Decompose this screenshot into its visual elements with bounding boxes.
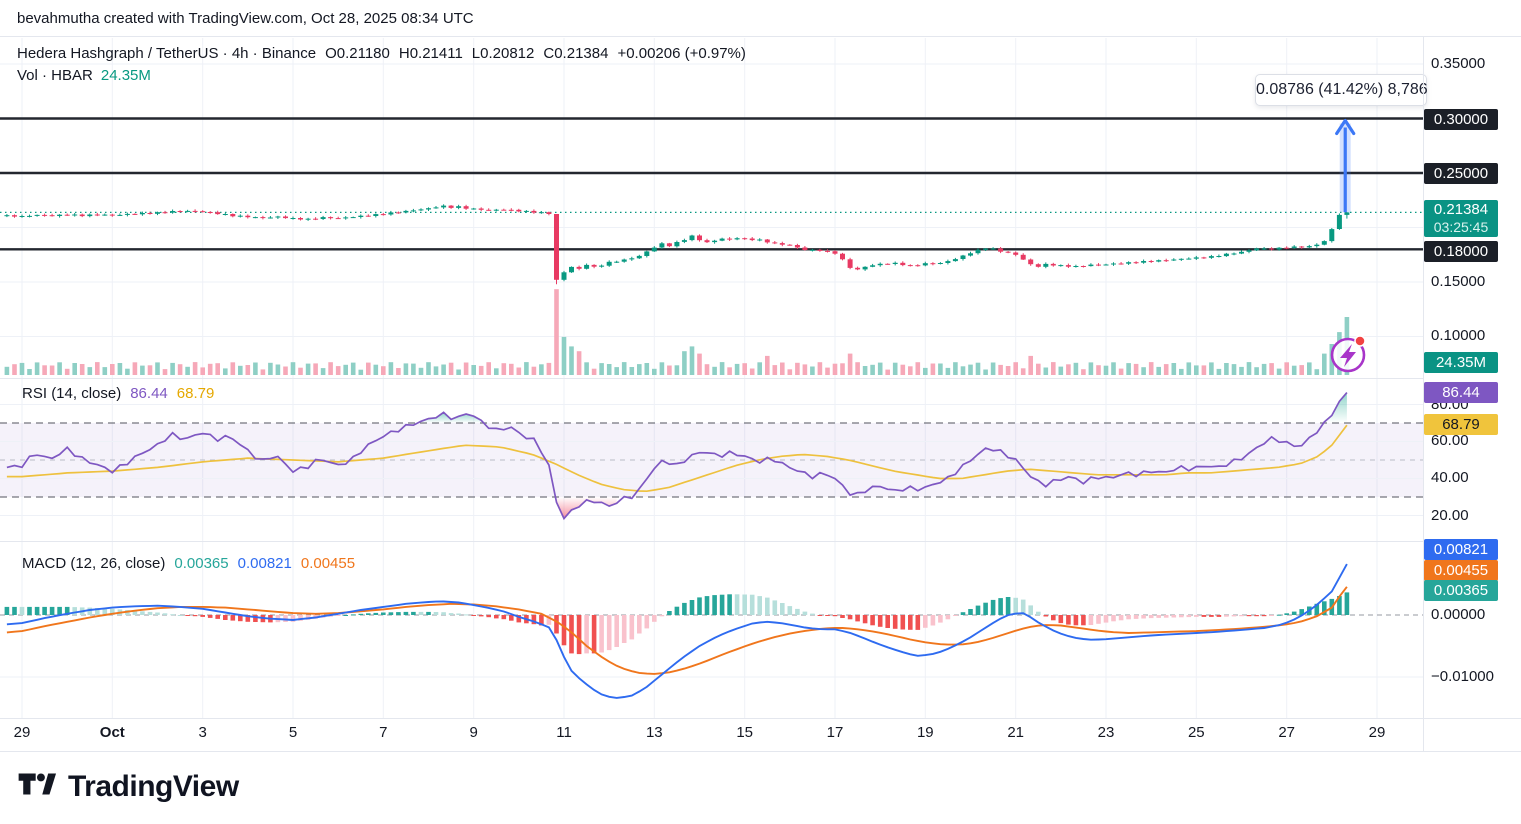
macd-pane-divider[interactable] xyxy=(0,541,1423,542)
time-tick-label: 21 xyxy=(1007,724,1025,741)
tradingview-logo[interactable]: TradingView xyxy=(16,763,239,810)
indicator-value-label[interactable]: 0.00365 xyxy=(1424,579,1498,601)
time-tick-label: 29 xyxy=(1368,724,1386,741)
price-change-callout[interactable]: 0.08786 (41.42%) 8,786 xyxy=(1255,74,1428,106)
axis-label: 0.10000 xyxy=(1431,327,1486,344)
time-tick-label: 5 xyxy=(288,724,298,741)
time-tick-label: 13 xyxy=(645,724,663,741)
macd-name: MACD (12, 26, close) xyxy=(22,555,166,572)
tradingview-logo-text: TradingView xyxy=(68,769,239,803)
ohlc-close: C0.21384 xyxy=(543,45,609,62)
volume-value: 24.35M xyxy=(100,67,151,84)
axis-label: 60.00 xyxy=(1431,432,1469,449)
indicator-value-label[interactable]: 0.00455 xyxy=(1424,559,1498,581)
time-tick-label: 27 xyxy=(1278,724,1296,741)
macd-signal-value: 0.00455 xyxy=(300,555,356,572)
rsi-ma-value: 68.79 xyxy=(176,385,215,402)
time-tick-label: 29 xyxy=(13,724,31,741)
symbol-title: Hedera Hashgraph / TetherUS · 4h · Binan… xyxy=(17,45,317,62)
rsi-name: RSI (14, close) xyxy=(22,385,122,402)
flash-icon[interactable] xyxy=(1330,335,1366,373)
indicator-value-label[interactable]: 0.00821 xyxy=(1424,538,1498,560)
ohlc-high: H0.21411 xyxy=(398,45,463,62)
time-tick-label: 19 xyxy=(916,724,934,741)
time-tick-label: Oct xyxy=(99,724,125,741)
bar-countdown: 03:25:45 xyxy=(1433,219,1489,235)
current-price-label[interactable]: 0.21384 03:25:45 xyxy=(1424,200,1498,237)
tradingview-logo-icon xyxy=(16,763,58,810)
volume-legend-row[interactable]: Vol · HBAR 24.35M xyxy=(17,67,151,84)
axis-label: 0.00000 xyxy=(1431,606,1486,623)
axis-label: −0.01000 xyxy=(1431,668,1494,685)
axis-label: 40.00 xyxy=(1431,469,1469,486)
rsi-value: 86.44 xyxy=(130,385,168,402)
time-tick-label: 23 xyxy=(1097,724,1115,741)
indicator-value-label[interactable]: 86.44 xyxy=(1424,381,1498,403)
drawn-line-price-label[interactable]: 0.18000 xyxy=(1424,240,1498,262)
current-price-value: 0.21384 xyxy=(1433,201,1489,218)
rsi-legend-row[interactable]: RSI (14, close) 86.44 68.79 xyxy=(22,385,214,402)
axis-label: 0.35000 xyxy=(1431,55,1486,72)
indicator-value-label[interactable]: 68.79 xyxy=(1424,413,1498,435)
macd-line-value: 0.00821 xyxy=(237,555,292,572)
price-scale-divider xyxy=(1423,36,1424,751)
projection-arrow[interactable] xyxy=(1335,118,1356,213)
symbol-legend-row[interactable]: Hedera Hashgraph / TetherUS · 4h · Binan… xyxy=(17,45,746,62)
footer-divider xyxy=(0,751,1521,752)
price-change: +0.00206 (+0.97%) xyxy=(617,45,746,62)
header-divider xyxy=(0,36,1521,37)
drawn-line-price-label[interactable]: 0.25000 xyxy=(1424,162,1498,184)
macd-hist-value: 0.00365 xyxy=(174,555,229,572)
time-tick-label: 25 xyxy=(1187,724,1205,741)
time-tick-label: 11 xyxy=(556,724,572,741)
axis-label: 0.15000 xyxy=(1431,273,1486,290)
time-axis-divider xyxy=(0,718,1521,719)
macd-legend-row[interactable]: MACD (12, 26, close) 0.00365 0.00821 0.0… xyxy=(22,555,355,572)
time-tick-label: 15 xyxy=(736,724,754,741)
ohlc-open: O0.21180 xyxy=(325,45,390,62)
ohlc-low: L0.20812 xyxy=(471,45,535,62)
volume-axis-label[interactable]: 24.35M xyxy=(1424,352,1498,373)
axis-label: 20.00 xyxy=(1431,507,1469,524)
time-tick-label: 17 xyxy=(826,724,844,741)
volume-title: Vol · HBAR xyxy=(17,67,93,84)
drawn-line-price-label[interactable]: 0.30000 xyxy=(1424,108,1498,130)
attribution-text: bevahmutha created with TradingView.com,… xyxy=(17,10,474,27)
time-tick-label: 3 xyxy=(198,724,207,741)
time-tick-label: 7 xyxy=(379,724,388,741)
time-tick-label: 9 xyxy=(469,724,478,741)
rsi-pane-divider[interactable] xyxy=(0,378,1423,379)
